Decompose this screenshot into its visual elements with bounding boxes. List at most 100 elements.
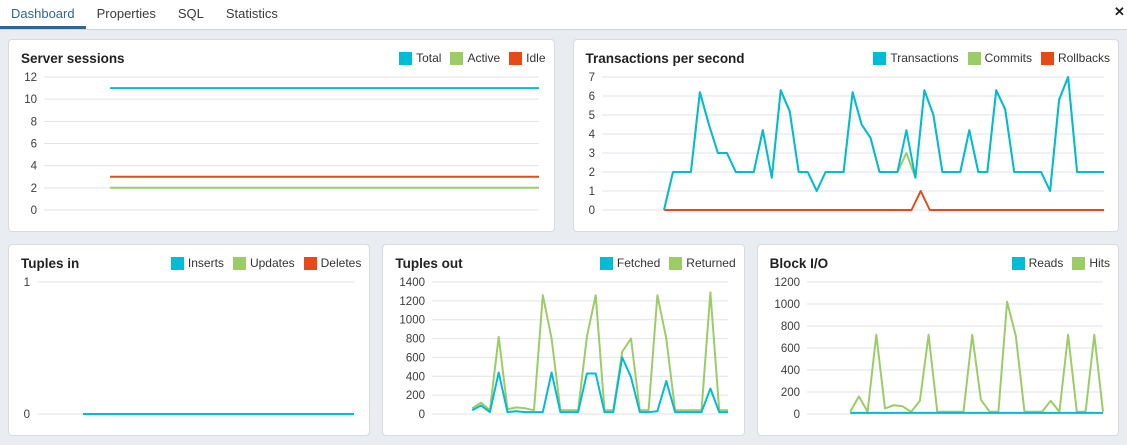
svg-text:1: 1 — [588, 186, 594, 198]
svg-text:0: 0 — [31, 205, 37, 217]
legend-label: Hits — [1089, 256, 1110, 270]
chart-legend: Reads Hits — [1011, 256, 1110, 270]
svg-text:1400: 1400 — [400, 277, 426, 289]
legend-item-fetched: Fetched — [599, 256, 661, 270]
chart-legend: Fetched Returned — [599, 256, 736, 270]
legend-label: Fetched — [616, 256, 661, 270]
svg-text:2: 2 — [588, 167, 594, 179]
tab-properties[interactable]: Properties — [96, 5, 156, 21]
series-line-returned — [471, 291, 729, 412]
panel-header: Server sessions Total Active Idle — [17, 47, 546, 69]
legend-item-total: Total — [399, 51, 441, 65]
svg-text:6: 6 — [31, 139, 37, 151]
svg-text:3: 3 — [588, 148, 594, 160]
svg-text:600: 600 — [780, 343, 799, 355]
panel-transactions-per-second: Transactions per second Transactions Comm… — [572, 39, 1119, 232]
svg-text:2: 2 — [31, 183, 37, 195]
legend-label: Deletes — [320, 256, 362, 270]
svg-text:800: 800 — [406, 334, 425, 346]
svg-text:1200: 1200 — [774, 277, 800, 289]
svg-text:12: 12 — [24, 72, 37, 84]
legend-swatch — [967, 51, 981, 65]
chart-title-tuples-out: Tuples out — [395, 255, 463, 271]
legend-label: Returned — [686, 256, 736, 270]
svg-text:1000: 1000 — [774, 299, 800, 311]
svg-text:400: 400 — [780, 365, 799, 377]
chart-canvas: 12 10 8 6 4 2 0 — [24, 72, 539, 217]
panel-header: Block I/O Reads Hits — [766, 252, 1110, 274]
chart-title-tuples-in: Tuples in — [21, 255, 80, 271]
legend-label: Idle — [526, 51, 546, 65]
tab-dashboard[interactable]: Dashboard — [0, 0, 86, 29]
panel-header: Transactions per second Transactions Comm… — [582, 47, 1111, 69]
panel-tuples-out: Tuples out Fetched Returned 1400 1200 1000 8… — [382, 244, 745, 436]
chart-title-block-io: Block I/O — [769, 255, 829, 271]
charts-row-1: Server sessions Total Active Idle 12 10 8 6 4 2… — [8, 39, 1119, 232]
svg-text:400: 400 — [406, 371, 425, 383]
legend-item-returned: Returned — [669, 256, 736, 270]
legend-label: Commits — [984, 51, 1032, 65]
panel-block-io: Block I/O Reads Hits 1200 1000 800 600 400 200… — [756, 244, 1119, 436]
chart-title-transactions: Transactions per second — [585, 50, 745, 66]
legend-swatch — [399, 51, 413, 65]
chart-title-server-sessions: Server sessions — [21, 50, 125, 66]
svg-text:1: 1 — [24, 277, 30, 289]
tab-sql[interactable]: SQL — [177, 5, 204, 21]
chart-plot-transactions: 7 6 5 4 3 2 1 0 — [582, 69, 1111, 225]
svg-text:600: 600 — [406, 352, 425, 364]
chart-canvas: 10 — [24, 277, 354, 421]
legend-label: Active — [467, 51, 501, 65]
svg-text:8: 8 — [31, 116, 37, 128]
chart-canvas: 7 6 5 4 3 2 1 0 — [588, 72, 1104, 217]
series-line-hits — [848, 300, 1104, 413]
legend-swatch — [450, 51, 464, 65]
legend-swatch — [1072, 256, 1086, 270]
svg-text:0: 0 — [419, 409, 425, 421]
panel-header: Tuples in Inserts Updates Deletes — [17, 252, 361, 274]
chart-canvas: 1200 1000 800 600 400 200 0 — [774, 277, 1104, 421]
legend-swatch — [170, 256, 184, 270]
panel-header: Tuples out Fetched Returned — [391, 252, 735, 274]
legend-item-hits: Hits — [1072, 256, 1110, 270]
series-line-fetched — [472, 356, 729, 414]
svg-text:1000: 1000 — [400, 315, 426, 327]
tab-bar: Dashboard Properties SQL Statistics ✕ — [0, 0, 1127, 30]
legend-swatch — [599, 256, 613, 270]
legend-item-commits: Commits — [967, 51, 1032, 65]
svg-text:1200: 1200 — [400, 296, 426, 308]
legend-label: Reads — [1028, 256, 1064, 270]
legend-item-active: Active — [450, 51, 500, 65]
svg-text:0: 0 — [24, 409, 30, 421]
legend-item-transactions: Transactions — [873, 51, 959, 65]
dashboard-content: Server sessions Total Active Idle 12 10 8 6 4 2… — [0, 30, 1127, 444]
legend-label: Inserts — [187, 256, 224, 270]
svg-text:200: 200 — [406, 390, 425, 402]
legend-swatch — [873, 51, 887, 65]
legend-label: Transactions — [890, 51, 959, 65]
svg-text:6: 6 — [588, 91, 594, 103]
legend-swatch — [303, 256, 317, 270]
chart-legend: Inserts Updates Deletes — [170, 256, 362, 270]
svg-text:4: 4 — [31, 161, 38, 173]
chart-legend: Total Active Idle — [399, 51, 546, 65]
tab-statistics[interactable]: Statistics — [225, 5, 278, 21]
chart-canvas: 1400 1200 1000 800 600 400 200 0 — [400, 277, 729, 421]
legend-label: Updates — [249, 256, 295, 270]
chart-plot-tuples-out: 1400 1200 1000 800 600 400 200 0 — [391, 274, 735, 429]
series-line-commits — [662, 76, 1104, 211]
close-icon[interactable]: ✕ — [1114, 4, 1125, 19]
panel-server-sessions: Server sessions Total Active Idle 12 10 8 6 4 2… — [8, 39, 555, 232]
legend-item-reads: Reads — [1011, 256, 1064, 270]
legend-item-deletes: Deletes — [303, 256, 362, 270]
svg-text:5: 5 — [588, 110, 594, 122]
svg-text:7: 7 — [588, 72, 594, 84]
legend-swatch — [1011, 256, 1025, 270]
legend-swatch — [1040, 51, 1054, 65]
series-line-transactions — [662, 76, 1104, 211]
legend-swatch — [669, 256, 683, 270]
svg-text:800: 800 — [780, 321, 799, 333]
legend-swatch — [232, 256, 246, 270]
